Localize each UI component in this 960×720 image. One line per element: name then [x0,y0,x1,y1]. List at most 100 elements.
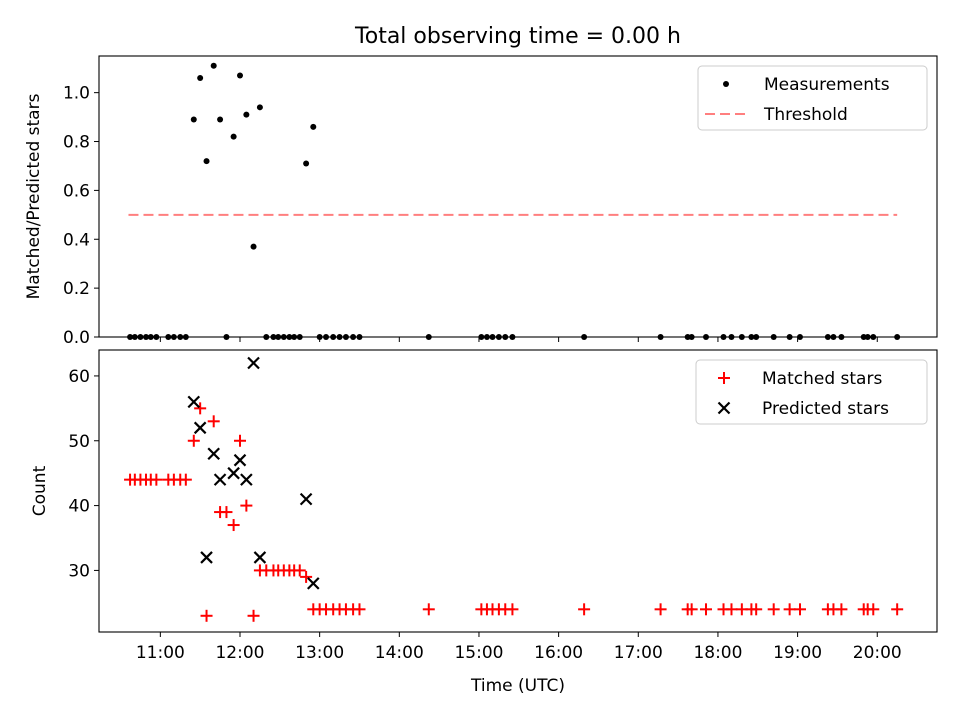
measurement-point [210,62,217,69]
predicted-star-point [299,492,313,506]
xtick-label: 13:00 [295,643,344,663]
top-ytick-label: 1.0 [63,84,90,104]
measurement-point [286,334,293,340]
matched-star-point [835,603,848,616]
measurement-point [170,334,177,340]
xtick-label: 18:00 [693,643,742,663]
predicted-star-point [193,421,207,435]
measurement-point [753,334,760,340]
top-legend-label: Measurements [764,75,890,95]
matched-star-point [699,603,712,616]
predicted-star-point [233,453,247,467]
measurement-point [203,158,210,165]
predicted-star-point [247,356,260,370]
matched-star-point [187,434,200,447]
measurement-point [250,243,257,250]
bottom-ytick-label: 30 [68,561,90,581]
measurement-point [190,116,197,123]
measurement-point [131,334,138,340]
bottom-ytick-label: 50 [68,432,90,452]
predicted-star-point [187,395,201,409]
xtick-label: 15:00 [454,643,503,663]
matched-star-point [422,603,435,616]
measurement-point [509,334,516,340]
measurement-point [796,334,803,340]
measurement-point [830,334,837,340]
matched-star-point [891,603,904,616]
measurement-point [786,334,793,340]
xlabel: Time (UTC) [470,676,565,696]
measurement-point [342,334,349,340]
measurement-point [824,334,831,340]
measurement-point [270,334,277,340]
matched-star-point [783,603,796,616]
matched-star-point [725,603,738,616]
measurement-point [182,334,189,340]
predicted-star-point [253,551,267,564]
matched-star-point [194,402,207,415]
xtick-label: 14:00 [375,643,424,663]
measurement-point [243,111,250,118]
measurement-point [223,334,230,340]
measurement-point [303,160,310,167]
figure-title: Total observing time = 0.00 h [354,24,681,49]
top-ytick-label: 0.6 [63,181,90,201]
measurement-point [236,72,243,79]
measurement-point [256,104,263,111]
measurement-point [263,334,270,340]
measurement-point [316,334,323,340]
bottom-legend: Matched stars Predicted stars [695,359,928,425]
matched-star-point [150,473,163,486]
matched-star-point [750,603,763,616]
measurement-point [770,334,777,340]
xtick-label: 11:00 [136,643,185,663]
bottom-legend-label: Matched stars [762,369,882,389]
top-legend-box [697,65,928,131]
measurement-point [291,334,298,340]
measurement-point [230,133,237,140]
top-ylabel: Matched/Predicted stars [24,93,44,299]
top-legend: Measurements Threshold [697,65,928,131]
measurement-point [275,334,282,340]
top-ytick-label: 0.4 [63,230,90,250]
predicted-star-point [213,473,227,486]
legend-measurement-marker [723,81,729,87]
measurement-point [280,334,287,340]
measurement-point [864,334,871,340]
measurement-point [197,74,204,81]
measurement-point [425,334,432,340]
matched-star-point [300,570,313,583]
xtick-label: 17:00 [614,643,663,663]
measurement-point [502,334,509,340]
legend-matched-marker [718,372,730,384]
legend-predicted-marker [717,401,731,415]
xtick-label: 19:00 [773,643,822,663]
predicted-star-point [200,551,213,564]
measurement-point [147,334,154,340]
measurement-point [478,334,485,340]
measurement-point [336,334,343,340]
bottom-ylabel: Count [30,465,50,516]
matched-star-point [793,603,806,616]
measurement-point [720,334,727,340]
top-legend-label: Threshold [763,105,848,125]
top-panel: 0.0 0.2 0.4 0.6 0.8 1.0 Matched/Predicted star… [24,55,938,348]
measurement-point [657,334,664,340]
bottom-panel: 30 40 50 60 11:00 12:00 13:00 14:00 15:00 16:00 17… [30,349,938,696]
matched-star-point [353,603,366,616]
matched-star-point [767,603,780,616]
measurement-point [323,334,330,340]
measurement-point [581,334,588,340]
xtick-label: 20:00 [853,643,902,663]
bottom-ytick-label: 40 [68,497,90,517]
measurement-point [702,334,709,340]
matched-star-point [220,506,233,519]
xtick-label: 12:00 [215,643,264,663]
measurement-point [177,334,184,340]
measurement-point [153,334,160,340]
measurement-point [356,334,363,340]
bottom-legend-box [695,359,928,425]
measurement-point [296,334,303,340]
measurement-point [688,334,695,340]
